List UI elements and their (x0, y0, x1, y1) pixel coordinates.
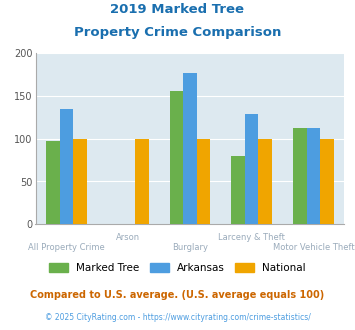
Text: All Property Crime: All Property Crime (28, 243, 105, 251)
Text: Compared to U.S. average. (U.S. average equals 100): Compared to U.S. average. (U.S. average … (31, 290, 324, 300)
Bar (320, 139, 334, 224)
Text: Motor Vehicle Theft: Motor Vehicle Theft (273, 243, 354, 251)
Bar (46, 141, 60, 224)
Bar (245, 114, 258, 224)
Legend: Marked Tree, Arkansas, National: Marked Tree, Arkansas, National (49, 263, 306, 273)
Bar (73, 139, 87, 224)
Bar (183, 73, 197, 224)
Text: 2019 Marked Tree: 2019 Marked Tree (110, 3, 245, 16)
Text: Arson: Arson (116, 233, 140, 242)
Bar (197, 139, 210, 224)
Text: © 2025 CityRating.com - https://www.cityrating.com/crime-statistics/: © 2025 CityRating.com - https://www.city… (45, 314, 310, 322)
Bar (307, 128, 320, 224)
Bar (293, 128, 307, 224)
Text: Property Crime Comparison: Property Crime Comparison (74, 26, 281, 39)
Bar (135, 139, 148, 224)
Bar (170, 91, 183, 224)
Text: Larceny & Theft: Larceny & Theft (218, 233, 285, 242)
Bar (231, 156, 245, 224)
Text: Burglary: Burglary (172, 243, 208, 251)
Bar (258, 139, 272, 224)
Bar (60, 109, 73, 224)
